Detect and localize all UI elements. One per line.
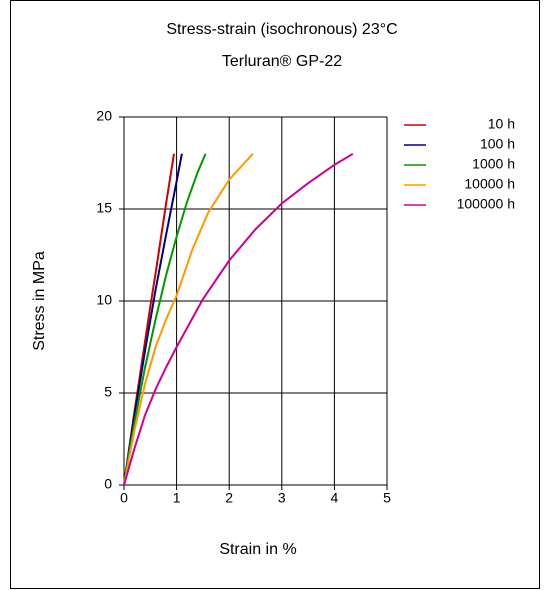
x-tick-label: 4 — [331, 490, 339, 506]
legend-label: 1000 h — [472, 156, 515, 172]
legend-label: 100 h — [480, 136, 515, 152]
x-tick-label: 3 — [278, 490, 286, 506]
x-tick-label: 0 — [120, 490, 128, 506]
legend-label: 10000 h — [464, 176, 515, 192]
x-tick-label: 5 — [383, 490, 391, 506]
chart-subtitle: Terluran® GP-22 — [222, 53, 342, 70]
legend-label: 10 h — [488, 116, 515, 132]
y-tick-label: 10 — [96, 292, 112, 308]
frame — [10, 0, 540, 589]
series-line — [123, 153, 254, 486]
x-tick-label: 1 — [173, 490, 181, 506]
y-tick-label: 5 — [104, 384, 112, 400]
series-line — [123, 153, 207, 486]
y-tick-label: 20 — [96, 108, 112, 124]
x-axis-label: Strain in % — [219, 541, 296, 558]
x-tick-label: 2 — [225, 490, 233, 506]
y-tick-label: 15 — [96, 200, 112, 216]
legend-label: 100000 h — [457, 196, 515, 212]
chart-title: Stress-strain (isochronous) 23°C — [166, 21, 397, 38]
y-axis-label: Stress in MPa — [31, 251, 48, 351]
y-tick-label: 0 — [104, 476, 112, 492]
series-line — [123, 152, 354, 486]
